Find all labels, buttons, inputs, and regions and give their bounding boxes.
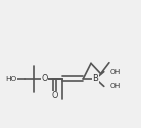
Text: OH: OH (110, 83, 121, 89)
Text: O: O (42, 74, 48, 83)
Text: O: O (51, 92, 58, 100)
Text: HO: HO (5, 76, 17, 82)
Text: B: B (92, 74, 98, 83)
Text: OH: OH (110, 69, 121, 75)
